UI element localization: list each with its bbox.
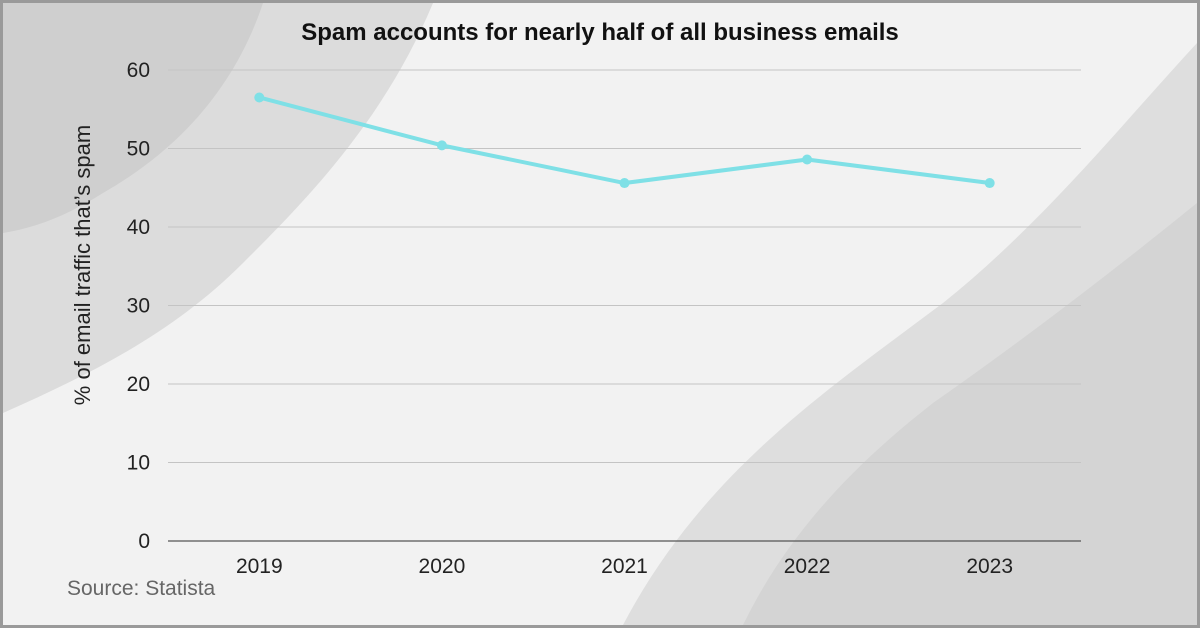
line-chart: 0 10 20 30 40 50 60 2019 2020 2021 2022 2023 [127, 59, 1081, 578]
x-tick-label: 2023 [966, 555, 1013, 578]
y-tick-label: 50 [127, 138, 150, 161]
x-tick-label: 2021 [601, 555, 648, 578]
y-tick-label: 60 [127, 59, 150, 82]
x-tick-label: 2020 [419, 555, 466, 578]
x-tick-label: 2022 [784, 555, 831, 578]
y-tick-label: 30 [127, 295, 150, 318]
data-point [984, 178, 995, 189]
data-point [436, 140, 447, 151]
x-tick-label: 2019 [236, 555, 283, 578]
data-point [619, 178, 630, 189]
y-tick-label: 0 [138, 530, 150, 553]
data-point [254, 92, 265, 103]
y-tick-label: 40 [127, 216, 150, 239]
source-note: Source: Statista [67, 577, 216, 600]
data-point [802, 154, 813, 165]
y-tick-label: 10 [127, 452, 150, 475]
chart-title: Spam accounts for nearly half of all bus… [301, 19, 899, 46]
series-line [257, 95, 992, 186]
background-shapes [3, 3, 1197, 625]
y-tick-label: 20 [127, 373, 150, 396]
